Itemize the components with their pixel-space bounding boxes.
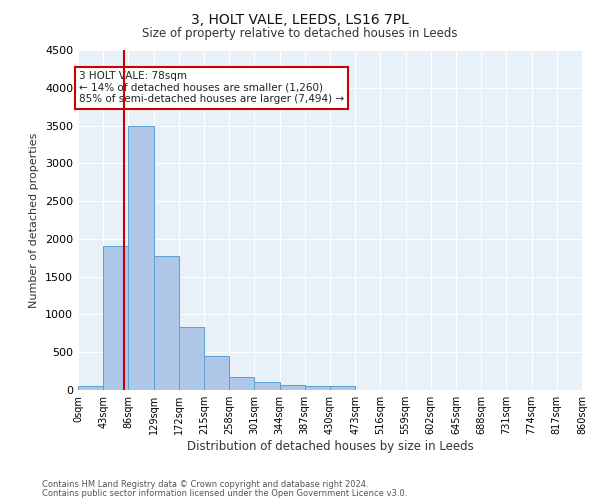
Bar [204, 356, 229, 390]
Y-axis label: Number of detached properties: Number of detached properties [29, 132, 40, 308]
Bar [78, 386, 103, 390]
Text: Contains public sector information licensed under the Open Government Licence v3: Contains public sector information licen… [42, 488, 407, 498]
Bar [179, 328, 204, 390]
Bar [305, 386, 330, 390]
Text: 3, HOLT VALE, LEEDS, LS16 7PL: 3, HOLT VALE, LEEDS, LS16 7PL [191, 12, 409, 26]
Bar [280, 385, 305, 390]
Text: Contains HM Land Registry data © Crown copyright and database right 2024.: Contains HM Land Registry data © Crown c… [42, 480, 368, 489]
Bar [229, 377, 254, 390]
X-axis label: Distribution of detached houses by size in Leeds: Distribution of detached houses by size … [187, 440, 473, 453]
Bar [254, 382, 280, 390]
Bar [330, 386, 355, 390]
Bar [154, 256, 179, 390]
Text: 3 HOLT VALE: 78sqm
← 14% of detached houses are smaller (1,260)
85% of semi-deta: 3 HOLT VALE: 78sqm ← 14% of detached hou… [79, 71, 344, 104]
Text: Size of property relative to detached houses in Leeds: Size of property relative to detached ho… [142, 28, 458, 40]
Bar [128, 126, 154, 390]
Bar [103, 246, 128, 390]
